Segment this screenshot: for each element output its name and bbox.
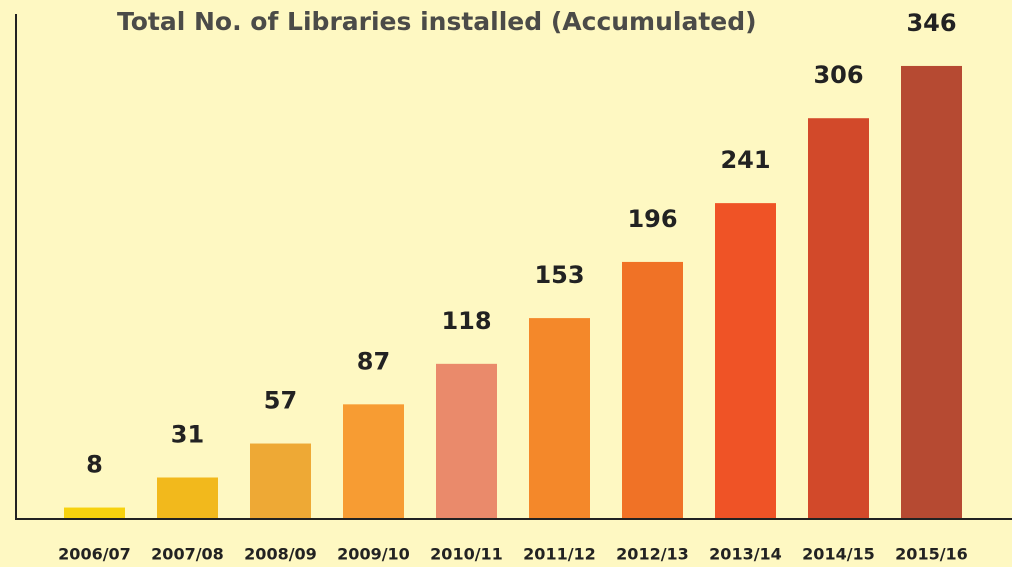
bar [250, 443, 311, 518]
bar [622, 261, 683, 518]
bar [64, 507, 125, 518]
bar [436, 363, 497, 518]
x-tick-label: 2007/08 [151, 545, 224, 564]
x-tick-label: 2014/15 [802, 545, 875, 564]
value-label: 153 [534, 261, 584, 289]
x-tick-label: 2009/10 [337, 545, 410, 564]
value-label: 57 [264, 387, 297, 415]
x-tick-label: 2010/11 [430, 545, 503, 564]
bar [529, 318, 590, 518]
chart-title: Total No. of Libraries installed (Accumu… [117, 7, 757, 36]
value-label: 31 [171, 420, 204, 448]
x-tick-label: 2008/09 [244, 545, 317, 564]
value-label: 196 [627, 205, 677, 233]
bar [901, 65, 962, 518]
x-tick-label: 2015/16 [895, 545, 968, 564]
bar [715, 203, 776, 518]
bar [808, 118, 869, 519]
value-label: 346 [906, 9, 956, 37]
value-label: 306 [813, 61, 863, 89]
bar [157, 477, 218, 518]
value-label: 241 [720, 146, 770, 174]
value-label: 87 [357, 347, 390, 375]
x-tick-label: 2012/13 [616, 545, 689, 564]
x-tick-label: 2011/12 [523, 545, 596, 564]
x-tick-label: 2006/07 [58, 545, 131, 564]
x-tick-label: 2013/14 [709, 545, 782, 564]
value-label: 118 [441, 307, 491, 335]
value-label: 8 [86, 451, 103, 479]
bar [343, 404, 404, 518]
